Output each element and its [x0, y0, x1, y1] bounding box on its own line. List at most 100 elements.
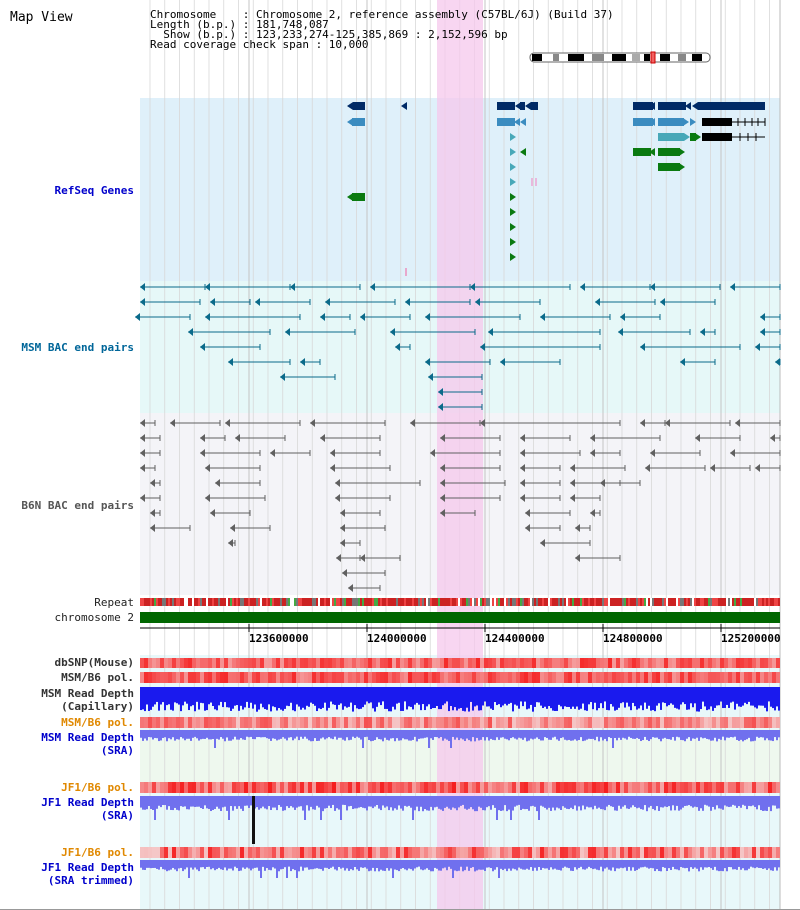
gene-arrow-icon: [514, 118, 520, 126]
depth-bar: [572, 730, 574, 741]
heat-cell: [652, 672, 656, 683]
depth-bar: [750, 860, 752, 867]
heat-cell: [352, 717, 356, 728]
depth-bar: [290, 730, 292, 738]
depth-bar: [574, 687, 576, 709]
heat-cell: [540, 658, 544, 668]
repeat-segment: [468, 598, 470, 606]
heat-cell: [524, 782, 528, 793]
track-label-dbsnp[interactable]: dbSNP(Mouse): [54, 656, 134, 669]
heat-cell: [480, 717, 484, 728]
depth-tracks[interactable]: [140, 687, 780, 878]
depth-bar: [482, 860, 484, 870]
bac-end-icon: [575, 554, 580, 562]
bac-end-icon: [255, 298, 260, 306]
chromosome-ideogram[interactable]: [529, 51, 711, 64]
gene-arrow-icon: [520, 118, 526, 126]
heat-cell: [564, 847, 568, 858]
track-label-jf1-read-depth[interactable]: JF1 Read Depth (SRA): [41, 796, 134, 822]
msm-capillary-line2: (Capillary): [61, 700, 134, 713]
depth-bar: [328, 730, 330, 738]
heat-cell: [624, 658, 628, 668]
repeat-segment: [270, 598, 272, 606]
msm-bac-pair-glyphs[interactable]: [135, 283, 781, 411]
heat-cell: [348, 658, 352, 668]
repeat-segment: [250, 598, 252, 606]
repeat-track-bar[interactable]: [140, 598, 780, 606]
repeat-segment: [268, 598, 270, 606]
track-label-jf1-read-depth-trimmed[interactable]: JF1 Read Depth (SRA trimmed): [41, 861, 134, 887]
track-label-refseq[interactable]: RefSeq Genes: [54, 184, 134, 197]
depth-bar: [682, 687, 684, 703]
depth-bar: [366, 730, 368, 737]
heat-cell: [392, 847, 396, 858]
depth-bar: [172, 687, 174, 711]
depth-bar: [318, 860, 320, 869]
track-label-b6n-bac[interactable]: B6N BAC end pairs: [21, 499, 134, 512]
track-label-msm-b6-pol[interactable]: MSM/B6 pol.: [61, 671, 134, 684]
repeat-segment: [702, 598, 704, 606]
depth-bar: [760, 796, 762, 811]
selected-region-highlight[interactable]: [437, 0, 483, 910]
track-label-repeat[interactable]: Repeat: [94, 596, 134, 609]
depth-bar: [390, 730, 392, 739]
heat-cell: [436, 717, 440, 728]
depth-bar: [248, 796, 250, 808]
depth-bar: [280, 796, 282, 807]
depth-bar: [472, 860, 474, 868]
depth-bar: [338, 730, 340, 738]
bac-end-icon: [520, 449, 525, 457]
repeat-segment: [446, 598, 448, 606]
track-label-jf1-b6-pol-2[interactable]: JF1/B6 pol.: [61, 846, 134, 859]
heat-cell: [388, 847, 392, 858]
depth-bar: [270, 860, 272, 871]
heat-cell: [264, 847, 268, 858]
heat-cell: [296, 847, 300, 858]
heat-cell: [540, 672, 544, 683]
repeat-segment: [458, 598, 460, 606]
depth-bar: [754, 860, 756, 869]
track-label-msm-bac[interactable]: MSM BAC end pairs: [21, 341, 134, 354]
heat-cell: [140, 847, 144, 858]
depth-bar: [176, 796, 178, 810]
depth-bar: [184, 687, 186, 702]
heat-tracks[interactable]: [140, 658, 780, 858]
depth-bar: [376, 730, 378, 738]
repeat-segment: [436, 598, 438, 606]
depth-bar: [378, 687, 380, 703]
track-label-msm-read-depth-capillary[interactable]: MSM Read Depth (Capillary): [41, 687, 134, 713]
heat-cell: [216, 658, 220, 668]
repeat-segment: [510, 598, 512, 606]
depth-bar: [316, 796, 318, 806]
depth-bar: [610, 730, 612, 739]
chromosome-2-bar[interactable]: [140, 612, 780, 623]
depth-bar: [286, 687, 288, 706]
refseq-gene-glyphs[interactable]: [347, 102, 766, 276]
bac-end-icon: [320, 434, 325, 442]
b6n-bac-pair-glyphs[interactable]: [140, 419, 781, 592]
repeat-segment: [658, 598, 660, 606]
track-label-msm-b6-pol-2[interactable]: MSM/B6 pol.: [61, 716, 134, 729]
heat-cell: [692, 782, 696, 793]
bac-end-icon: [188, 328, 193, 336]
repeat-segment: [596, 598, 598, 606]
depth-bar: [140, 687, 142, 711]
heat-cell: [292, 658, 296, 668]
bac-end-icon: [650, 283, 655, 291]
heat-cell: [336, 658, 340, 668]
track-label-msm-read-depth-sra[interactable]: MSM Read Depth (SRA): [41, 731, 134, 757]
heat-cell: [564, 717, 568, 728]
depth-bar: [702, 796, 704, 811]
track-label-jf1-b6-pol[interactable]: JF1/B6 pol.: [61, 781, 134, 794]
repeat-segment: [480, 598, 482, 606]
repeat-segment: [540, 598, 542, 606]
depth-bar: [334, 796, 336, 811]
depth-bar: [464, 730, 466, 741]
repeat-segment: [170, 598, 172, 606]
depth-bar: [478, 860, 480, 870]
depth-bar: [212, 860, 214, 869]
depth-bar: [492, 796, 494, 806]
heat-cell: [184, 672, 188, 683]
track-label-chromosome[interactable]: chromosome 2: [54, 611, 134, 624]
depth-bar: [254, 730, 256, 740]
